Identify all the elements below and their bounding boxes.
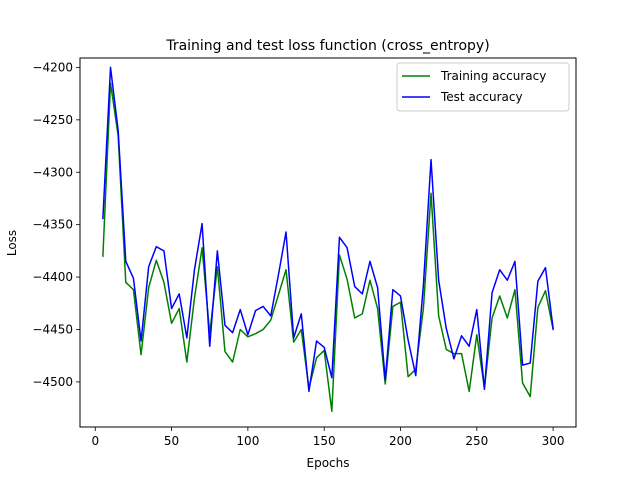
- x-tick-label: 200: [389, 434, 412, 448]
- y-tick-label: −4500: [32, 375, 73, 389]
- x-tick-label: 100: [236, 434, 259, 448]
- y-tick-label: −4250: [32, 113, 73, 127]
- plot-area: [80, 58, 576, 427]
- y-axis: −4500 −4450 −4400 −4350 −4300 −4250 −4200: [32, 60, 80, 389]
- x-tick-label: 0: [91, 434, 99, 448]
- series-line-1: [102, 66, 554, 393]
- plot-frame: [79, 57, 577, 428]
- chart-title: Training and test loss function (cross_e…: [165, 38, 489, 54]
- series-line-0: [102, 82, 554, 413]
- y-tick-label: −4300: [32, 165, 73, 179]
- x-axis: 0 50 100 150 200 250 300: [91, 427, 565, 448]
- y-tick-label: −4400: [32, 270, 73, 284]
- legend-box: [396, 62, 570, 112]
- series-layer: [102, 66, 554, 413]
- x-tick-label: 300: [542, 434, 565, 448]
- y-tick-label: −4350: [32, 218, 73, 232]
- legend: Training accuracy Test accuracy: [396, 62, 570, 112]
- y-axis-label: Loss: [5, 230, 19, 256]
- x-tick-label: 50: [164, 434, 179, 448]
- legend-label-0: Training accuracy: [440, 69, 546, 83]
- legend-label-1: Test accuracy: [440, 90, 523, 104]
- y-tick-label: −4450: [32, 323, 73, 337]
- x-axis-label: Epochs: [307, 456, 350, 470]
- x-tick-label: 150: [313, 434, 336, 448]
- y-tick-label: −4200: [32, 60, 73, 74]
- x-tick-label: 250: [465, 434, 488, 448]
